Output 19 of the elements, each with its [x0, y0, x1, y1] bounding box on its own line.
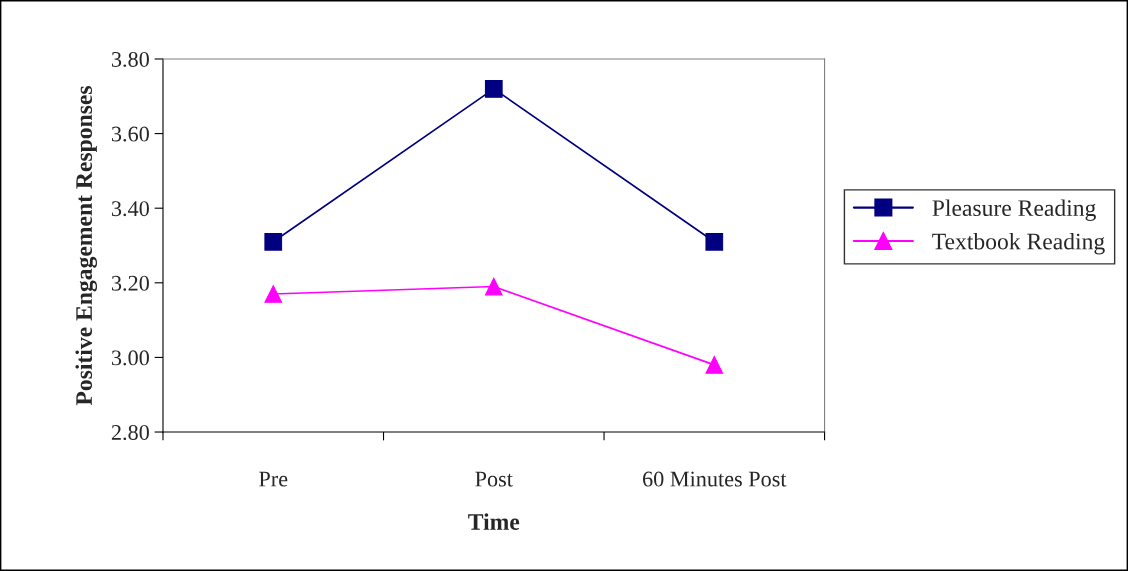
x-tick-label: Post [475, 471, 513, 487]
y-tick-label: 3.60 [111, 126, 149, 142]
y-tick-label: 3.00 [111, 350, 149, 366]
y-tick-label: 3.80 [111, 51, 149, 68]
y-axis-title: Positive Engagement Responses [75, 86, 98, 406]
x-tick-label: 60 Minutes Post [643, 471, 787, 487]
legend-label: Textbook Reading [932, 232, 1105, 255]
y-tick-label: 3.40 [111, 201, 149, 217]
point [264, 285, 283, 303]
point [705, 232, 724, 251]
point [264, 232, 283, 251]
legend-label: Pleasure Reading [932, 199, 1096, 221]
y-tick-label: 3.20 [111, 275, 149, 291]
point [484, 277, 503, 296]
x-tick-label: Pre [259, 471, 288, 487]
x-axis-title: Time [468, 513, 520, 530]
point [705, 356, 724, 374]
point [484, 79, 503, 98]
y-tick-label: 2.80 [111, 424, 149, 441]
